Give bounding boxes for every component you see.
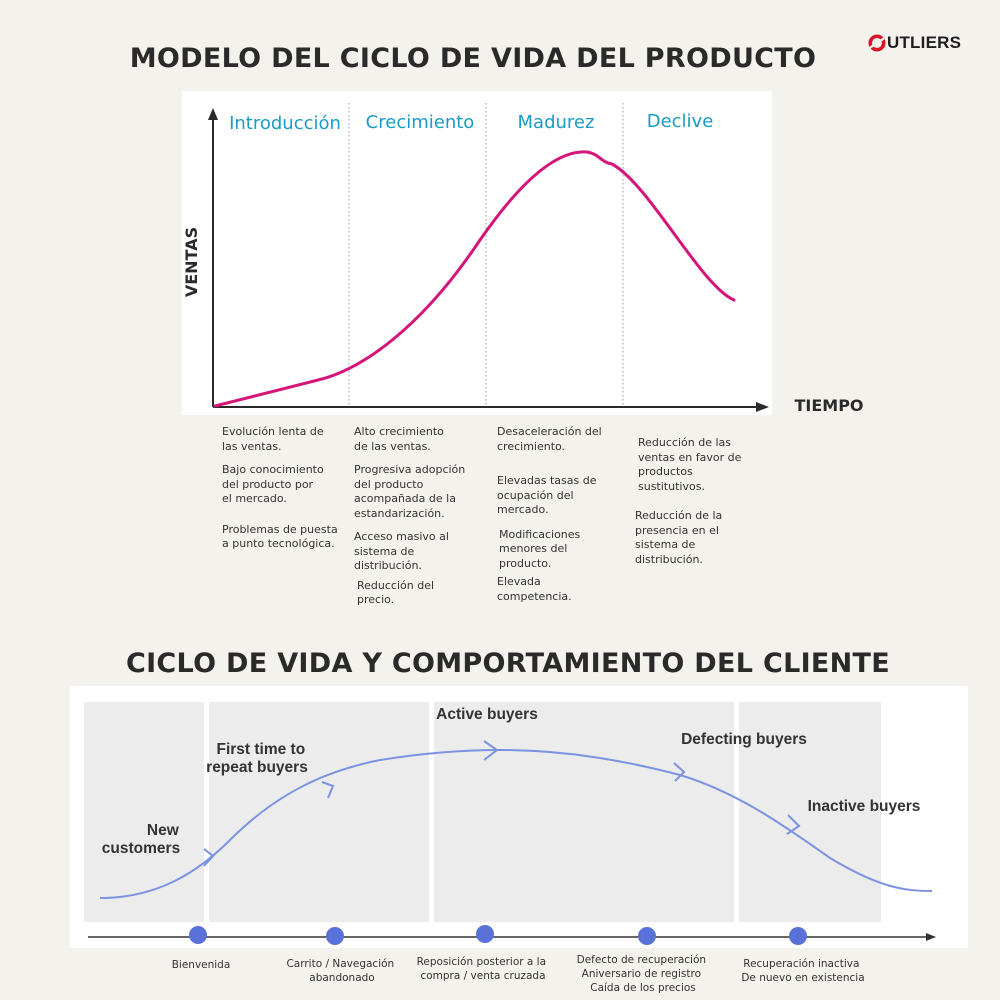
event-carrito-line: Carrito / Navegación [286, 958, 394, 970]
event-defecto-line: Aniversario de registro [582, 968, 701, 980]
note: Progresiva adopción del producto acompañ… [354, 463, 466, 520]
note: Modificaciones menores del producto. [499, 527, 581, 570]
stage-repeat-buyers-line: First time to [216, 741, 305, 758]
event-defecto-line: Defecto de recuperación [577, 954, 706, 966]
event-defecto: Defecto de recuperación Aniversario de r… [577, 954, 710, 994]
introduccion-notes: Evolución lenta de las ventas. Bajo cono… [222, 425, 338, 561]
event-recuperacion-line: Recuperación inactiva [743, 958, 859, 970]
plc-plot-area [182, 91, 772, 415]
stage-label-crecimiento: Crecimiento [366, 112, 475, 133]
event-defecto-line: Caída de los precios [590, 982, 696, 994]
stage-dividers [348, 103, 624, 407]
event-recuperacion-line: De nuevo en existencia [741, 972, 864, 984]
stage-defecting-buyers: Defecting buyers [681, 731, 807, 748]
stage-new-customers-line: customers [102, 840, 180, 857]
y-axis-label: VENTAS [182, 227, 201, 297]
chevron-right-icon [203, 848, 215, 867]
event-reposicion: Reposición posterior a la compra / venta… [417, 956, 550, 982]
stage-label-madurez: Madurez [518, 112, 595, 133]
event-dot-reposicion [476, 925, 494, 943]
stage-new-customers-line: New [147, 822, 180, 839]
stage-label-introduccion: Introducción [229, 113, 341, 134]
note: Problemas de puesta a punto tecnológica. [222, 522, 338, 551]
note: Alto crecimiento de las ventas. [354, 425, 444, 453]
x-axis-arrow-icon [756, 402, 769, 412]
x-axis-label: TIEMPO [794, 396, 863, 415]
note: Reducción de la presencia en el sistema … [635, 509, 723, 566]
madurez-notes: Desaceleración del crecimiento. Elevadas… [497, 425, 602, 613]
stage-inactive-buyers: Inactive buyers [808, 798, 921, 815]
event-carrito: Carrito / Navegación abandonado [286, 958, 397, 984]
event-reposicion-line: Reposición posterior a la [417, 956, 546, 968]
customer-curve [99, 748, 933, 899]
chevron-right-icon [483, 740, 499, 761]
logo-text: UTLIERS [887, 33, 962, 52]
stage-label-declive: Declive [647, 111, 714, 132]
band-active-buyers [434, 702, 734, 922]
event-carrito-line: abandonado [309, 972, 374, 984]
event-recuperacion: Recuperación inactiva De nuevo en existe… [741, 958, 864, 984]
event-dot-recuperacion [789, 927, 807, 945]
band-repeat-buyers [209, 702, 429, 922]
note: Reducción del precio. [357, 578, 435, 607]
product-lifecycle-chart: Introducción Crecimiento Madurez Declive… [182, 91, 864, 415]
stage-new-customers: New customers [102, 822, 183, 857]
note: Bajo conocimiento del producto por el me… [222, 463, 324, 505]
stage-bands [84, 702, 881, 922]
event-dot-defecto [638, 927, 656, 945]
note: Acceso masivo al sistema de distribución… [354, 530, 449, 572]
timeline-arrow-icon [926, 933, 936, 941]
note: Reducción de las ventas en favor de prod… [638, 436, 742, 493]
note: Elevada competencia. [497, 575, 572, 603]
event-dot-carrito [326, 927, 344, 945]
y-axis-arrow-icon [208, 108, 218, 120]
note: Elevadas tasas de ocupación del mercado. [497, 474, 597, 516]
note: Desaceleración del crecimiento. [497, 425, 602, 453]
chevron-right-icon [786, 814, 801, 835]
event-dot-bienvenida [189, 926, 207, 944]
chevron-right-icon [321, 781, 335, 799]
stage-repeat-buyers: First time to repeat buyers [206, 741, 309, 776]
product-lifecycle-title: MODELO DEL CICLO DE VIDA DEL PRODUCTO [129, 43, 817, 74]
note: Evolución lenta de las ventas. [222, 425, 324, 453]
customer-lifecycle-title: CICLO DE VIDA Y COMPORTAMIENTO DEL CLIEN… [125, 648, 891, 679]
chevron-right-icon [673, 762, 686, 782]
event-bienvenida: Bienvenida [172, 959, 231, 971]
declive-notes: Reducción de las ventas en favor de prod… [635, 436, 742, 576]
stage-active-buyers: Active buyers [436, 706, 538, 723]
logo-mark-icon [868, 34, 886, 52]
sales-curve [213, 150, 736, 408]
outliers-logo: UTLIERS [868, 33, 961, 53]
stage-repeat-buyers-line: repeat buyers [206, 759, 308, 776]
crecimiento-notes: Alto crecimiento de las ventas. Progresi… [354, 425, 465, 617]
band-new-customers [84, 702, 204, 922]
event-reposicion-line: compra / venta cruzada [420, 970, 545, 982]
plc-axes [208, 108, 769, 412]
